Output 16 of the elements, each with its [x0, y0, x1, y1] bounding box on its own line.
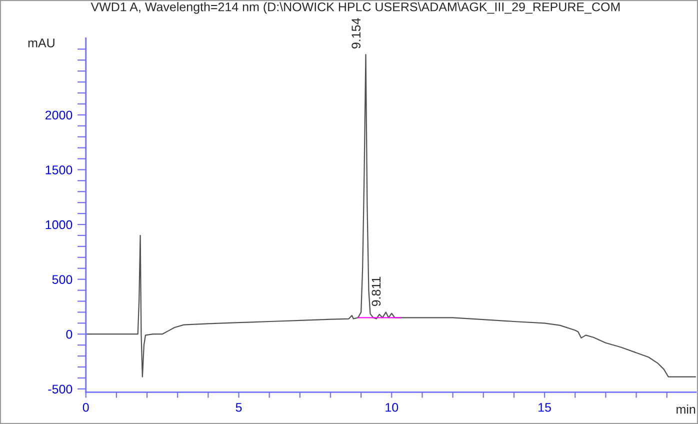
annotation: 9.811 [372, 276, 381, 306]
line-series [86, 54, 696, 378]
y-tick-label: -500 [48, 384, 72, 394]
y-tick-label: 2000 [45, 110, 72, 120]
x-tick-label: 10 [386, 402, 398, 412]
y-tick-label: 1500 [46, 165, 72, 174]
x-axis-title: min [676, 404, 696, 414]
chart-title: VWD1 A, Wavelength=214 nm (D:\NOWICK HPLC USERS\ADAM\AGK_III_29_REPURE_COM [90, 2, 620, 14]
x-tick-label: 15 [538, 403, 551, 412]
x-tick-label: 5 [236, 403, 242, 412]
y-tick-label: 0 [66, 330, 72, 339]
x-tick-label: 0 [82, 402, 89, 412]
y-tick-label: 500 [52, 275, 72, 284]
y-axis-title: mAU [28, 38, 54, 48]
annotation: 9.154 [352, 18, 361, 48]
y-tick-label: 1000 [46, 220, 72, 230]
